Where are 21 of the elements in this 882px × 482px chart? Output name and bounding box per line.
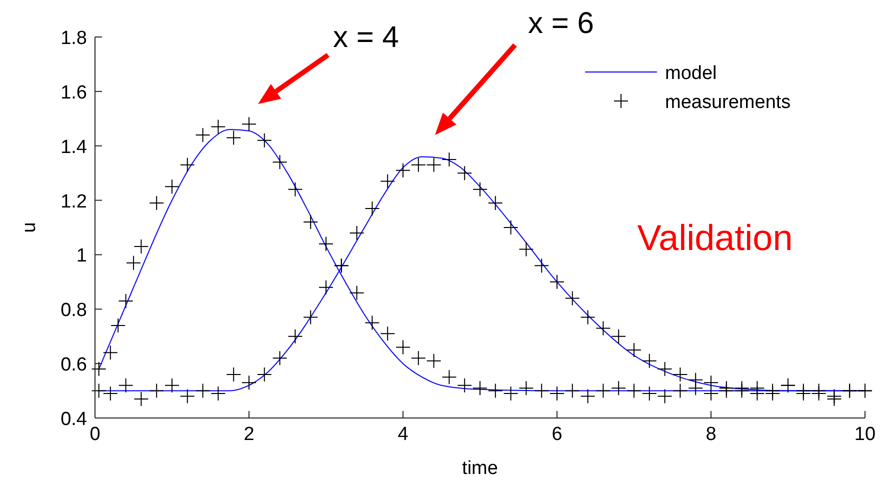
x-tick-label: 4 xyxy=(398,424,409,445)
y-tick-label: 1.6 xyxy=(60,82,87,104)
y-tick-label: 1.4 xyxy=(60,136,88,158)
x-tick-label: 2 xyxy=(244,424,254,445)
annotation: Validation xyxy=(637,217,793,258)
x-axis-title: time xyxy=(462,458,498,479)
y-tick-label: 1.8 xyxy=(60,28,87,49)
annotation: x = 4 xyxy=(333,21,399,54)
y-tick-label: 1 xyxy=(76,246,87,267)
x-tick-label: 10 xyxy=(854,424,876,445)
y-tick-label: 1.2 xyxy=(60,191,87,212)
legend-label: measurements xyxy=(665,92,791,113)
y-axis-title: u xyxy=(19,222,40,233)
legend-label: model xyxy=(665,63,717,84)
annotation: x = 6 xyxy=(528,7,594,40)
y-tick-label: 0.6 xyxy=(60,354,87,376)
y-tick-label: 0.4 xyxy=(60,409,88,430)
y-tick-label: 0.8 xyxy=(60,300,87,322)
x-tick-label: 8 xyxy=(706,424,716,445)
x-tick-label: 6 xyxy=(552,424,562,445)
x-tick-label: 0 xyxy=(90,424,100,445)
